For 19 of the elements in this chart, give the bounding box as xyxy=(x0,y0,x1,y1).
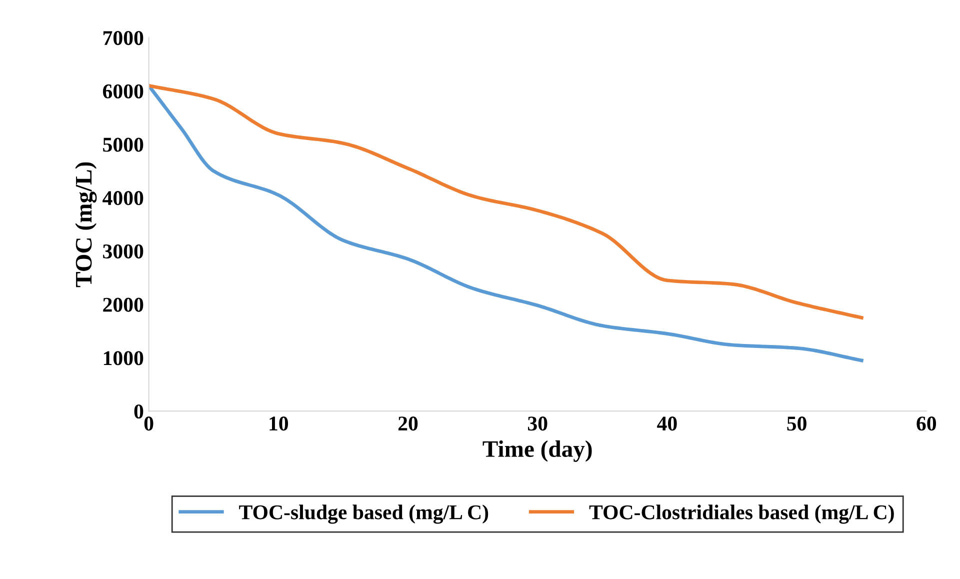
x-tick-label: 60 xyxy=(916,416,936,431)
x-tick-label: 40 xyxy=(657,416,677,431)
x-tick-label: 20 xyxy=(398,416,418,431)
x-tick-label: 10 xyxy=(270,416,288,431)
x-tick-label: 30 xyxy=(528,416,548,431)
y-tick-label: 3000 xyxy=(103,244,144,258)
y-tick-label: 2000 xyxy=(103,298,144,312)
x-tick-label: 0 xyxy=(144,416,154,431)
y-tick-label: 5000 xyxy=(103,138,144,152)
legend-label: TOC-sludge based (mg/L C) xyxy=(239,504,488,524)
legend-label: TOC-Clostridiales based (mg/L C) xyxy=(589,504,894,524)
y-tick-label: 4000 xyxy=(102,191,144,206)
y-tick-label: 1000 xyxy=(104,351,144,366)
x-tick-label: 50 xyxy=(787,416,806,431)
y-axis-title: TOC (mg/L) xyxy=(75,162,97,288)
x-axis-title: Time (day) xyxy=(482,440,592,462)
y-tick-label: 7000 xyxy=(103,31,144,46)
y-tick-label: 0 xyxy=(134,404,144,419)
y-tick-label: 6000 xyxy=(102,84,144,98)
